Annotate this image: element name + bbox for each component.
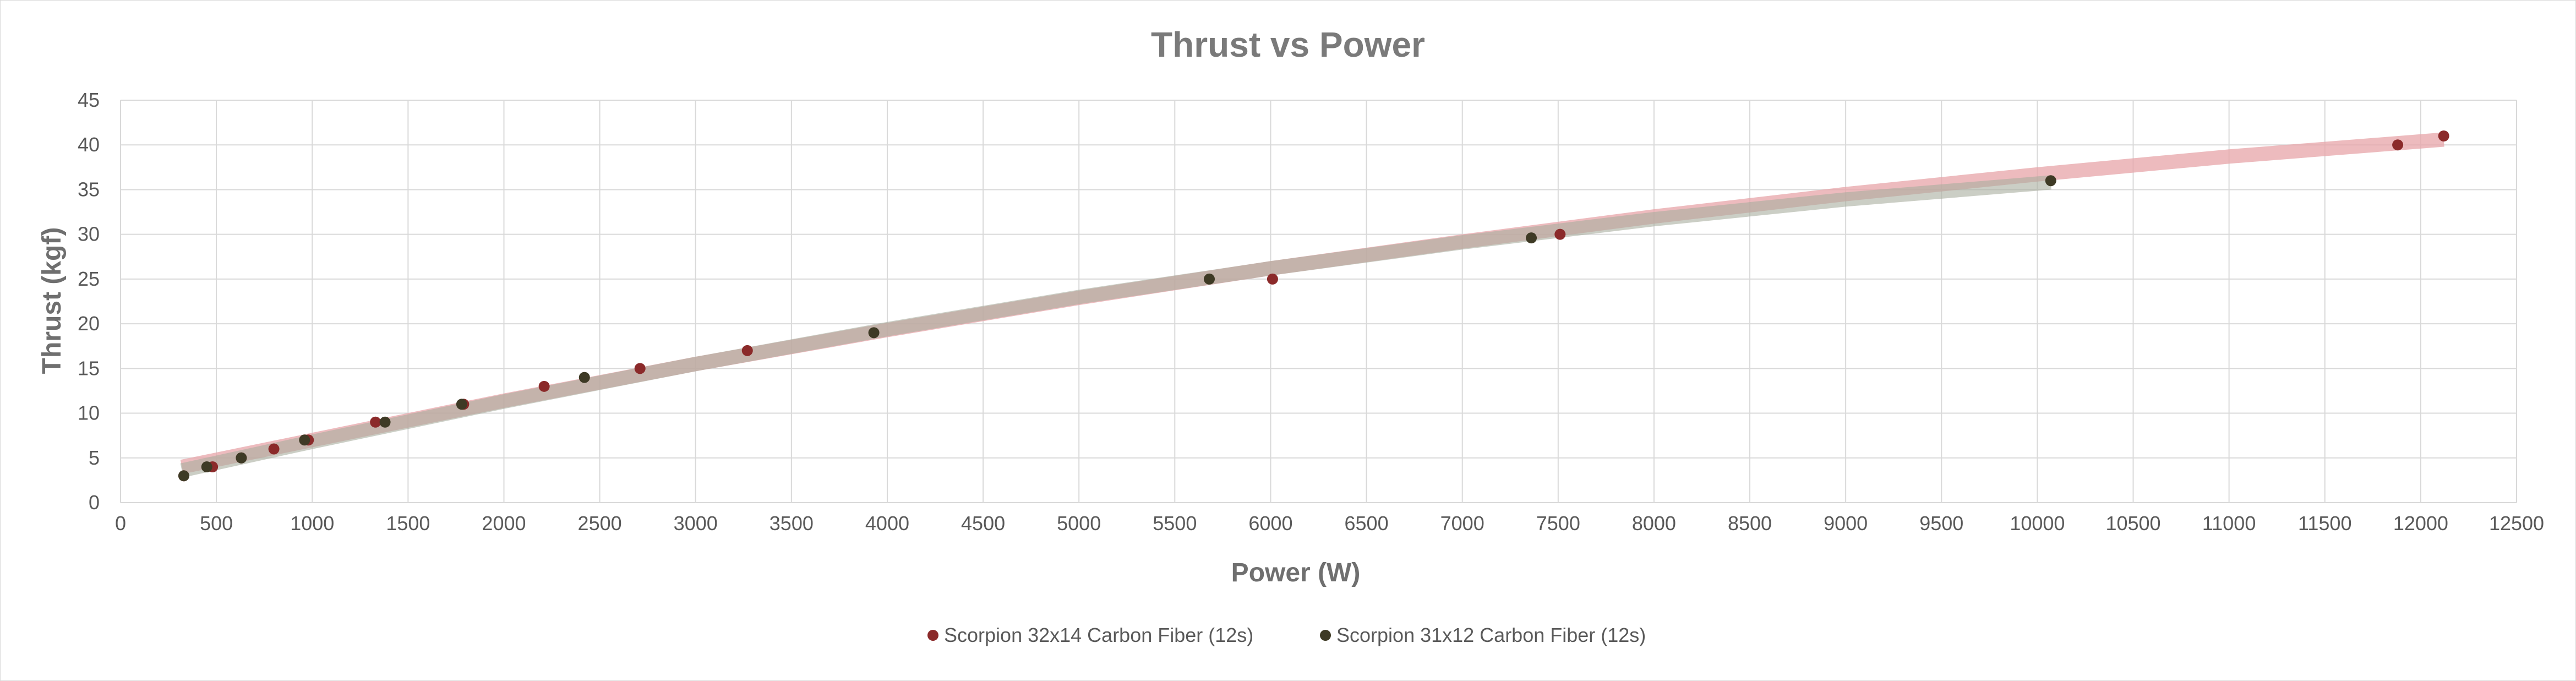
data-point-series-1 [1554,228,1566,240]
data-point-series-1 [741,345,753,356]
x-tick-label: 500 [200,512,233,535]
x-tick-label: 11500 [2298,512,2351,535]
legend: Scorpion 32x14 Carbon Fiber (12s) Scorpio… [927,624,1646,646]
x-tick-label: 11000 [2202,512,2256,535]
data-point-series-1 [1267,273,1278,285]
x-tick-label: 4000 [865,512,909,535]
chart-title: Thrust vs Power [1151,25,1425,64]
x-tick-label: 8500 [1728,512,1772,535]
legend-marker-series-1 [927,630,938,641]
data-point-series-1 [370,416,381,428]
x-tick-label: 2000 [482,512,526,535]
data-point-series-2 [299,434,310,446]
y-tick-label: 10 [78,402,100,424]
data-point-series-1 [268,443,280,455]
x-tick-label: 10000 [2010,512,2065,535]
x-tick-label: 3500 [769,512,814,535]
gridlines [120,100,2517,503]
y-tick-label: 0 [89,491,100,514]
x-tick-label: 9500 [1919,512,1963,535]
legend-label-series-2: Scorpion 31x12 Carbon Fiber (12s) [1336,624,1646,646]
y-axis-ticks: 0 5 10 15 20 25 30 35 40 45 [78,89,100,514]
legend-marker-series-2 [1320,630,1331,641]
x-tick-label: 6500 [1345,512,1389,535]
data-point-series-2 [578,372,590,383]
x-axis-title: Power (W) [1231,558,1361,587]
x-tick-label: 1000 [290,512,334,535]
y-tick-label: 35 [78,178,100,200]
x-tick-label: 5000 [1057,512,1101,535]
x-tick-label: 12000 [2393,512,2448,535]
data-point-series-2 [1204,273,1215,285]
data-points [178,130,2449,482]
x-tick-label: 7000 [1440,512,1485,535]
x-axis-ticks: 0 500 1000 1500 2000 2500 3000 3500 4000 4500 5000… [115,512,2544,535]
data-point-series-2 [2045,175,2056,187]
data-point-series-1 [634,363,646,374]
data-point-series-2 [868,327,880,339]
y-tick-label: 40 [78,133,100,156]
y-tick-label: 45 [78,89,100,111]
x-tick-label: 4500 [961,512,1005,535]
trendline-series-1 [180,132,2444,474]
x-tick-label: 0 [115,512,126,535]
y-tick-label: 20 [78,312,100,335]
trendline-series-2 [180,175,2051,478]
x-tick-label: 8000 [1632,512,1676,535]
x-tick-label: 3000 [674,512,718,535]
x-tick-label: 5500 [1153,512,1197,535]
data-point-series-2 [1526,232,1537,244]
legend-label-series-1: Scorpion 32x14 Carbon Fiber (12s) [944,624,1253,646]
x-tick-label: 10500 [2105,512,2160,535]
data-point-series-2 [456,399,467,410]
x-tick-label: 6000 [1248,512,1292,535]
data-point-series-2 [178,470,189,482]
data-point-series-1 [2392,139,2404,151]
trendlines [180,132,2444,478]
y-tick-label: 5 [89,446,100,469]
x-tick-label: 12500 [2489,512,2544,535]
data-point-series-2 [379,416,391,428]
data-point-series-2 [236,452,247,464]
y-tick-label: 30 [78,223,100,246]
data-point-series-2 [201,461,212,473]
x-tick-label: 7500 [1536,512,1580,535]
y-axis-title: Thrust (kgf) [37,227,67,374]
x-tick-label: 9000 [1824,512,1868,535]
data-point-series-1 [2438,130,2449,141]
y-tick-label: 25 [78,268,100,290]
x-tick-label: 1500 [386,512,430,535]
y-tick-label: 15 [78,357,100,379]
data-point-series-1 [538,380,550,392]
x-tick-label: 2500 [578,512,622,535]
